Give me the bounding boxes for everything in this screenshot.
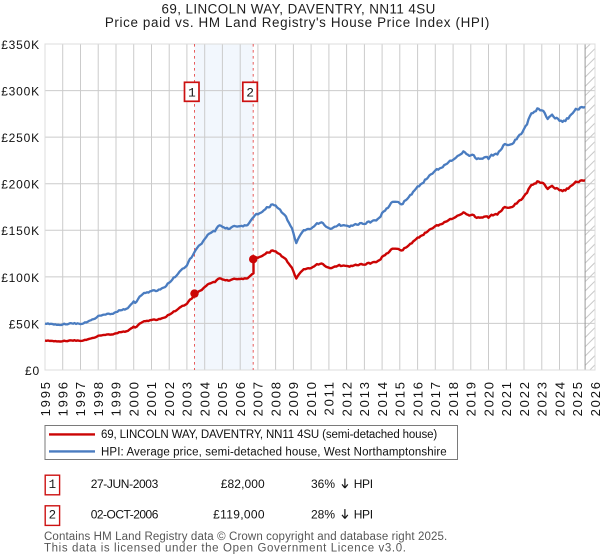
svg-text:28%: 28%: [311, 508, 335, 522]
svg-text:2001: 2001: [144, 380, 159, 416]
svg-text:£100K: £100K: [1, 271, 40, 285]
svg-text:2016: 2016: [410, 380, 425, 416]
svg-text:27-JUN-2003: 27-JUN-2003: [91, 477, 159, 491]
svg-text:1999: 1999: [109, 380, 124, 416]
svg-text:£150K: £150K: [1, 224, 40, 238]
svg-text:2003: 2003: [180, 380, 195, 416]
svg-text:£350K: £350K: [1, 38, 40, 52]
svg-text:2019: 2019: [464, 380, 479, 416]
svg-text:1: 1: [188, 86, 196, 101]
svg-text:2010: 2010: [304, 380, 319, 416]
svg-text:2004: 2004: [197, 380, 212, 416]
svg-text:2018: 2018: [446, 380, 461, 416]
svg-text:2: 2: [246, 86, 254, 101]
svg-text:2002: 2002: [162, 380, 177, 416]
svg-text:2025: 2025: [570, 380, 585, 416]
svg-text:2000: 2000: [127, 380, 142, 416]
svg-text:Price paid vs. HM Land Registr: Price paid vs. HM Land Registry's House …: [105, 15, 490, 30]
svg-text:This data is licensed under th: This data is licensed under the Open Gov…: [44, 543, 407, 555]
svg-text:2022: 2022: [517, 380, 532, 416]
svg-text:2023: 2023: [535, 380, 550, 416]
svg-text:2020: 2020: [481, 380, 496, 416]
svg-text:2026: 2026: [588, 380, 600, 416]
svg-text:£50K: £50K: [9, 317, 40, 331]
svg-text:2011: 2011: [322, 380, 337, 415]
svg-text:£300K: £300K: [1, 85, 40, 99]
svg-text:HPI: HPI: [354, 508, 373, 522]
svg-text:1998: 1998: [91, 380, 106, 416]
svg-text:02-OCT-2006: 02-OCT-2006: [91, 508, 159, 522]
svg-text:1: 1: [49, 478, 57, 492]
svg-text:2017: 2017: [428, 380, 443, 416]
svg-text:£250K: £250K: [1, 131, 40, 145]
svg-text:2009: 2009: [286, 380, 301, 416]
svg-text:2005: 2005: [215, 380, 230, 416]
svg-text:36%: 36%: [311, 477, 335, 491]
svg-text:69, LINCOLN WAY, DAVENTRY, NN1: 69, LINCOLN WAY, DAVENTRY, NN11 4SU (sem…: [101, 429, 437, 441]
svg-text:1995: 1995: [38, 380, 53, 416]
svg-text:£200K: £200K: [1, 178, 40, 192]
svg-text:2007: 2007: [251, 380, 266, 416]
svg-text:HPI: HPI: [354, 477, 373, 491]
svg-text:£119,000: £119,000: [213, 508, 265, 522]
svg-text:2008: 2008: [268, 380, 283, 416]
svg-text:69, LINCOLN WAY, DAVENTRY, NN1: 69, LINCOLN WAY, DAVENTRY, NN11 4SU: [161, 1, 435, 16]
svg-text:2015: 2015: [393, 380, 408, 416]
svg-text:HPI: Average price, semi-detac: HPI: Average price, semi-detached house,…: [101, 447, 447, 459]
svg-text:2021: 2021: [499, 380, 514, 416]
svg-text:1997: 1997: [73, 380, 88, 416]
svg-text:£0: £0: [25, 364, 40, 378]
svg-text:£82,000: £82,000: [221, 477, 265, 491]
svg-text:Contains HM Land Registry data: Contains HM Land Registry data © Crown c…: [44, 531, 447, 543]
svg-text:2014: 2014: [375, 380, 390, 416]
svg-text:2012: 2012: [339, 380, 354, 416]
svg-text:1996: 1996: [56, 380, 71, 416]
svg-text:2006: 2006: [233, 380, 248, 416]
svg-text:2: 2: [49, 509, 57, 523]
svg-text:2024: 2024: [552, 380, 567, 416]
svg-text:2013: 2013: [357, 380, 372, 416]
